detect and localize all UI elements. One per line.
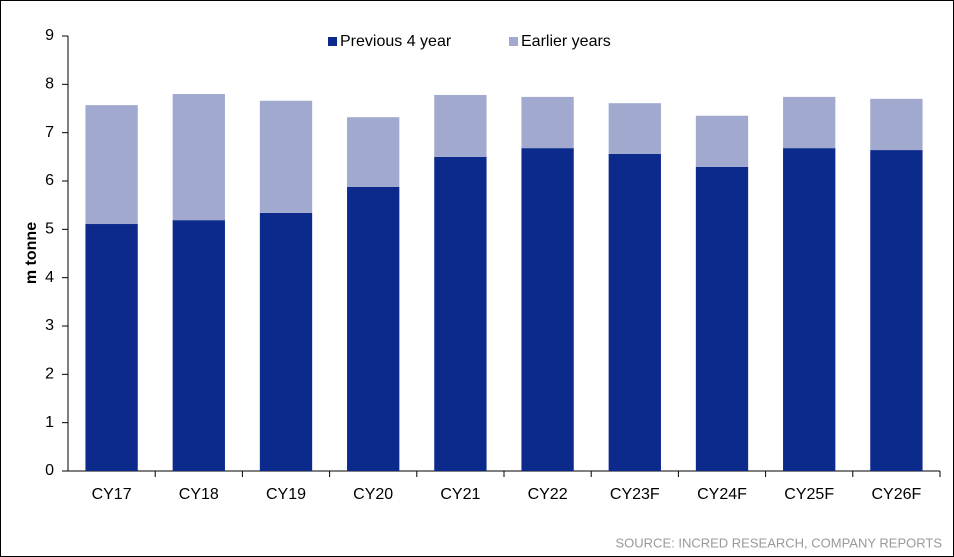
legend-swatch <box>509 37 518 46</box>
x-tick-label: CY21 <box>440 486 480 503</box>
y-tick-label: 1 <box>45 414 54 431</box>
y-axis-label: m tonne <box>23 222 40 284</box>
bar-segment <box>695 115 749 167</box>
bar-segment <box>695 166 749 471</box>
y-tick-label: 2 <box>45 366 54 383</box>
y-tick-label: 9 <box>45 27 54 44</box>
x-tick-label: CY20 <box>353 486 393 503</box>
bar-segment <box>172 220 225 471</box>
y-tick-label: 8 <box>45 76 54 93</box>
y-tick-label: 5 <box>45 221 54 238</box>
bar-segment <box>259 100 313 213</box>
legend-label: Earlier years <box>521 33 611 50</box>
bar-segment <box>85 105 138 225</box>
y-tick-label: 7 <box>45 124 54 141</box>
bar-segment <box>434 156 487 472</box>
x-tick-label: CY24F <box>697 486 747 503</box>
bar-segment <box>434 94 487 157</box>
y-tick-label: 6 <box>45 172 54 189</box>
bar-segment <box>347 117 400 187</box>
x-tick-label: CY19 <box>266 486 306 503</box>
x-tick-label: CY25F <box>784 486 834 503</box>
x-tick-label: CY22 <box>528 486 568 503</box>
bar-segment <box>870 150 923 472</box>
bar-segment <box>608 153 661 471</box>
y-tick-label: 0 <box>45 462 54 479</box>
legend-swatch <box>328 37 337 46</box>
y-tick-label: 3 <box>45 317 54 334</box>
bar-segment <box>259 212 313 471</box>
x-tick-label: CY18 <box>179 486 219 503</box>
bar-segment <box>870 98 923 151</box>
bar-segment <box>608 103 661 154</box>
bar-segment <box>783 148 836 471</box>
x-tick-label: CY17 <box>92 486 132 503</box>
bar-segment <box>347 186 400 472</box>
x-tick-label: CY23F <box>610 486 660 503</box>
bar-segment <box>783 96 836 149</box>
bar-segment <box>521 96 574 149</box>
bar-segment <box>521 148 574 471</box>
x-tick-label: CY26F <box>872 486 922 503</box>
source-note: SOURCE: INCRED RESEARCH, COMPANY REPORTS <box>616 535 943 550</box>
bar-segment <box>172 94 225 221</box>
legend-label: Previous 4 year <box>340 33 452 50</box>
y-tick-label: 4 <box>45 269 54 286</box>
bar-segment <box>85 224 138 471</box>
